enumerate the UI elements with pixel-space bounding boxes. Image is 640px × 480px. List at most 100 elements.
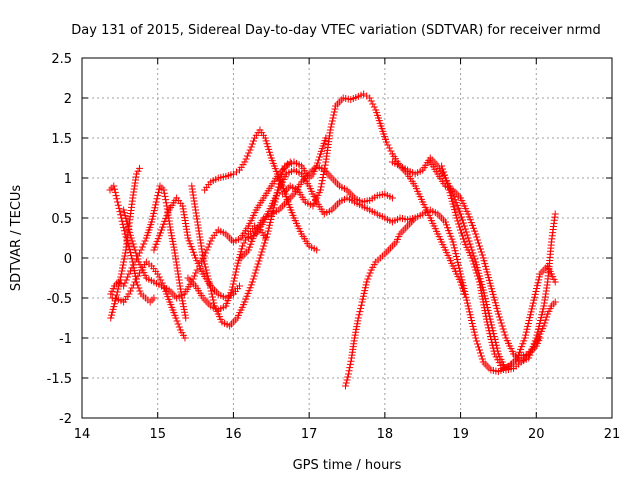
data-point — [162, 199, 170, 207]
data-point — [452, 199, 460, 207]
data-point — [450, 244, 458, 252]
data-point — [180, 303, 188, 311]
data-point — [524, 319, 532, 327]
data-point — [128, 284, 136, 292]
data-point — [203, 246, 211, 254]
data-point — [207, 287, 215, 295]
data-point — [257, 251, 265, 259]
data-point — [151, 204, 159, 212]
data-point — [245, 246, 253, 254]
data-point — [454, 217, 462, 225]
data-point — [345, 367, 353, 375]
x-axis-label: GPS time / hours — [293, 458, 402, 473]
data-point — [354, 314, 362, 322]
data-point — [169, 240, 177, 248]
data-point — [151, 243, 159, 251]
data-point — [150, 246, 158, 254]
data-point — [266, 221, 274, 229]
data-point — [533, 282, 541, 290]
data-point — [169, 237, 177, 245]
data-point — [150, 294, 158, 302]
data-point — [524, 322, 532, 330]
data-point — [489, 341, 497, 349]
data-point — [119, 261, 127, 269]
data-point — [263, 140, 271, 148]
data-point — [245, 149, 253, 157]
data-point — [369, 100, 377, 108]
data-point — [494, 310, 502, 318]
data-point — [441, 218, 449, 226]
data-point — [135, 284, 143, 292]
data-point — [464, 234, 472, 242]
data-point — [155, 232, 163, 240]
data-point — [154, 270, 162, 278]
data-point — [154, 192, 162, 200]
data-point — [475, 239, 483, 247]
data-point — [114, 198, 122, 206]
data-point — [254, 260, 262, 268]
data-point — [477, 284, 485, 292]
data-point — [158, 226, 165, 234]
data-point — [388, 194, 396, 202]
data-point — [484, 321, 492, 329]
data-point — [125, 270, 133, 278]
data-point — [132, 249, 140, 257]
y-axis-label: SDTVAR / TECUs — [9, 185, 24, 292]
data-point — [357, 301, 365, 309]
data-point — [154, 188, 162, 196]
data-point — [459, 219, 467, 227]
data-point — [272, 195, 280, 203]
data-point — [466, 308, 474, 316]
data-point — [204, 275, 212, 283]
data-point — [163, 212, 171, 220]
data-point — [533, 331, 541, 339]
data-point — [154, 235, 162, 243]
data-point — [353, 320, 361, 328]
data-point — [130, 243, 138, 251]
data-point — [449, 238, 457, 246]
data-point — [487, 333, 495, 341]
data-point — [345, 370, 353, 378]
data-marks — [106, 90, 559, 390]
data-point — [457, 270, 465, 278]
data-point — [148, 218, 156, 226]
data-point — [458, 229, 466, 237]
data-point — [535, 273, 543, 281]
data-point — [190, 251, 198, 259]
data-point — [321, 161, 329, 169]
data-point — [497, 362, 505, 370]
data-point — [187, 243, 195, 251]
axis-ticks: 14 15 16 17 18 19 20 21 -2 -1.5 -1 -0.5 0 0.5 1 1.5 2 2.5 — [47, 52, 621, 442]
data-point — [551, 210, 559, 218]
data-point — [116, 208, 124, 216]
data-point — [266, 148, 274, 156]
data-point — [457, 226, 465, 234]
data-point — [120, 255, 128, 263]
data-point — [473, 233, 481, 241]
series-track-6 — [150, 194, 243, 302]
y-tick-label: -0.5 — [47, 292, 72, 307]
series-track-8 — [201, 126, 321, 254]
data-point — [258, 248, 266, 256]
data-point — [484, 324, 492, 332]
data-point — [476, 278, 483, 286]
data-point — [439, 165, 447, 173]
data-point — [141, 237, 149, 245]
data-point — [491, 350, 499, 358]
data-point — [525, 317, 533, 325]
data-point — [526, 311, 534, 319]
data-point — [120, 282, 128, 290]
data-point — [129, 240, 137, 248]
data-point — [206, 240, 214, 248]
data-point — [480, 301, 488, 309]
data-point — [157, 276, 165, 284]
data-point — [184, 234, 192, 242]
data-point — [167, 226, 175, 234]
data-point — [458, 216, 466, 224]
data-point — [456, 223, 464, 231]
data-point — [534, 325, 542, 333]
data-point — [483, 318, 491, 326]
y-tick-label: 1 — [64, 172, 72, 187]
data-point — [173, 317, 181, 325]
